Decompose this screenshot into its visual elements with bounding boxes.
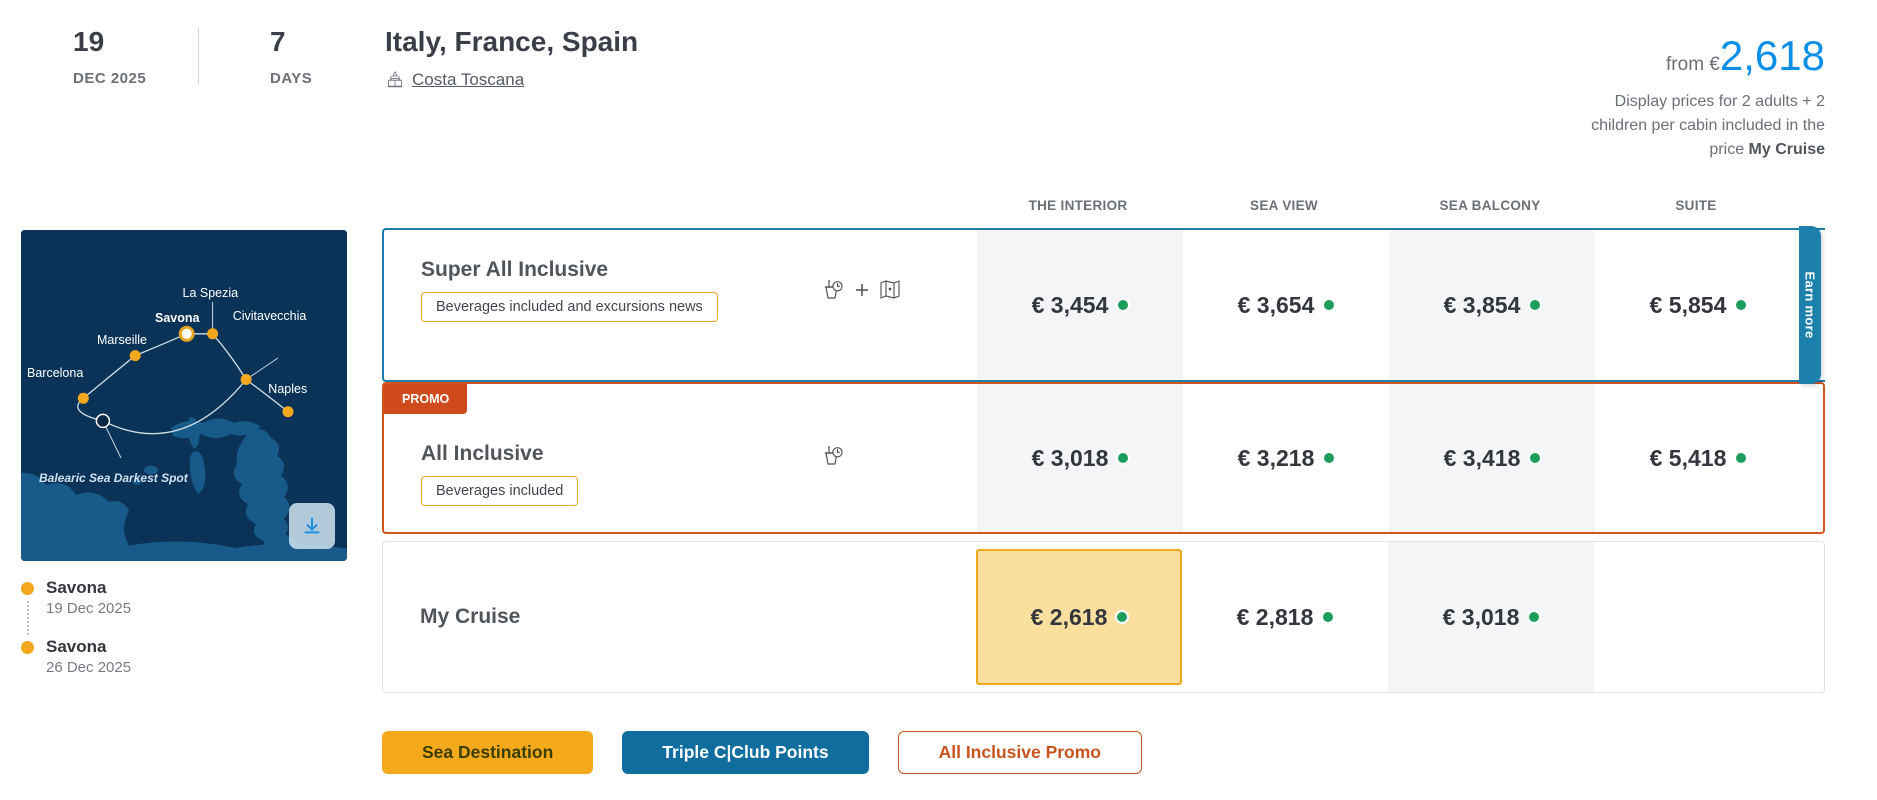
svg-text:Savona: Savona [155, 311, 201, 325]
svg-text:Marseille: Marseille [97, 333, 147, 347]
svg-text:Naples: Naples [268, 382, 307, 396]
svg-text:Civitavecchia: Civitavecchia [233, 309, 307, 323]
svg-text:Barcelona: Barcelona [27, 366, 83, 380]
svg-text:Balearic Sea Darkest Spot: Balearic Sea Darkest Spot [39, 471, 189, 485]
svg-text:La Spezia: La Spezia [183, 286, 239, 300]
